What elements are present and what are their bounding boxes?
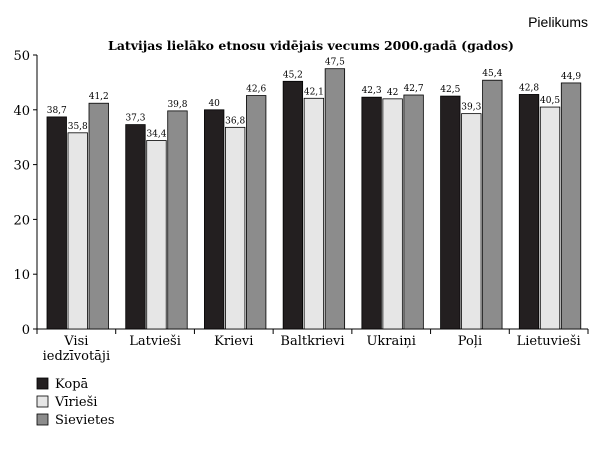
bar: [246, 95, 267, 330]
bar: [518, 94, 540, 330]
data-label: 37,3: [125, 114, 145, 124]
bar: [225, 126, 246, 330]
bar: [361, 96, 382, 330]
x-tick-label: Latvieši: [129, 334, 181, 349]
bar: [146, 140, 167, 330]
bar: [560, 82, 582, 330]
x-tick-label: Baltkrievi: [280, 334, 344, 349]
legend-swatch: [36, 395, 49, 408]
data-label: 39,8: [167, 100, 187, 110]
x-tick-label: Poļi: [458, 334, 482, 349]
bar: [88, 102, 109, 330]
chart-title: Latvijas lielāko etnosu vidējais vecums …: [108, 38, 514, 53]
data-labels: 38,735,841,237,334,439,8 4036,842,645,242…: [47, 58, 582, 140]
bar: [324, 68, 346, 330]
data-label: 39,3: [461, 103, 481, 113]
data-label: 42,7: [404, 84, 424, 94]
data-label: 35,8: [68, 122, 88, 132]
bars: [46, 68, 582, 330]
bar: [125, 124, 146, 330]
bar: [440, 95, 461, 330]
bar: [382, 98, 403, 330]
data-label: 40: [208, 99, 220, 109]
legend-swatch: [36, 377, 49, 390]
x-tick-label: Krievi: [214, 334, 253, 349]
data-label: 42,8: [519, 83, 539, 93]
data-label: 45,2: [283, 70, 303, 80]
x-tick-label: Lietuvieši: [517, 334, 581, 349]
data-label: 47,5: [325, 58, 345, 68]
bar: [539, 106, 561, 330]
data-label: 40,5: [540, 96, 560, 106]
bar: [204, 109, 225, 330]
legend-label: Kopā: [55, 377, 89, 392]
bar: [303, 97, 325, 330]
y-tick-label: 50: [13, 49, 30, 64]
legend-swatch: [36, 413, 49, 426]
y-tick-label: 0: [22, 323, 30, 338]
corner-label: Pielikums: [528, 14, 588, 30]
x-tick-label: iedzīvotāji: [43, 349, 111, 364]
y-tick-label: 30: [13, 159, 30, 174]
data-label: 34,4: [146, 129, 166, 139]
data-label: 38,7: [47, 106, 67, 116]
data-label: 42,1: [304, 87, 324, 97]
y-tick-label: 20: [13, 213, 30, 228]
legend: Kopā Vīrieši Sievietes: [36, 377, 115, 428]
bar: [282, 80, 304, 330]
data-label: 42,6: [246, 85, 266, 95]
legend-label: Sievietes: [55, 413, 115, 428]
data-label: 45,4: [482, 69, 502, 79]
data-label: 42: [387, 88, 398, 98]
bar: [403, 94, 424, 330]
bar: [482, 79, 503, 330]
data-label: 44,9: [561, 72, 581, 82]
bar: [46, 116, 67, 330]
y-tick-label: 40: [13, 104, 30, 119]
data-label: 36,8: [225, 116, 245, 126]
bar: [461, 113, 482, 330]
data-label: 42,3: [362, 86, 382, 96]
x-tick-label: Visi: [63, 334, 88, 349]
bar: [67, 132, 88, 330]
bar: [167, 110, 188, 330]
legend-label: Vīrieši: [54, 395, 97, 410]
data-label: 41,2: [89, 92, 109, 102]
y-tick-label: 10: [13, 268, 30, 283]
data-label: 42,5: [440, 85, 460, 95]
x-tick-label: Ukraiņi: [366, 334, 416, 349]
